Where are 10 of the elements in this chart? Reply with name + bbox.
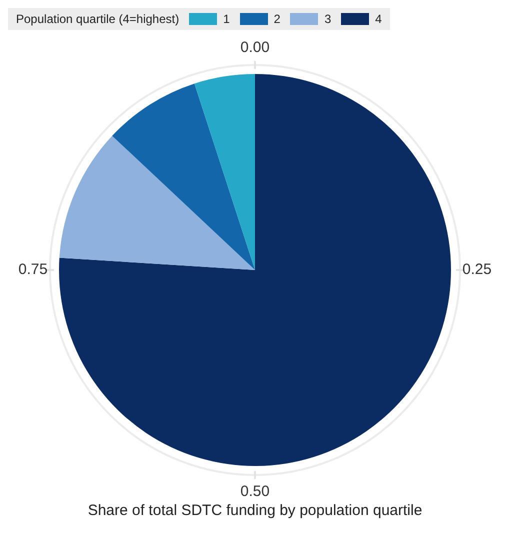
legend-label: 3 <box>324 12 332 26</box>
legend-label: 1 <box>223 12 230 26</box>
text: 0.00 <box>240 39 270 56</box>
text: 0.50 <box>240 483 270 500</box>
text: 0.25 <box>462 261 492 278</box>
legend-label: 2 <box>274 12 280 26</box>
legend-label: 4 <box>375 12 382 26</box>
text: 0.75 <box>18 261 48 278</box>
text: Share of total SDTC funding by population quartile <box>88 502 422 520</box>
legend-title: Population quartile (4=highest) <box>16 12 180 26</box>
